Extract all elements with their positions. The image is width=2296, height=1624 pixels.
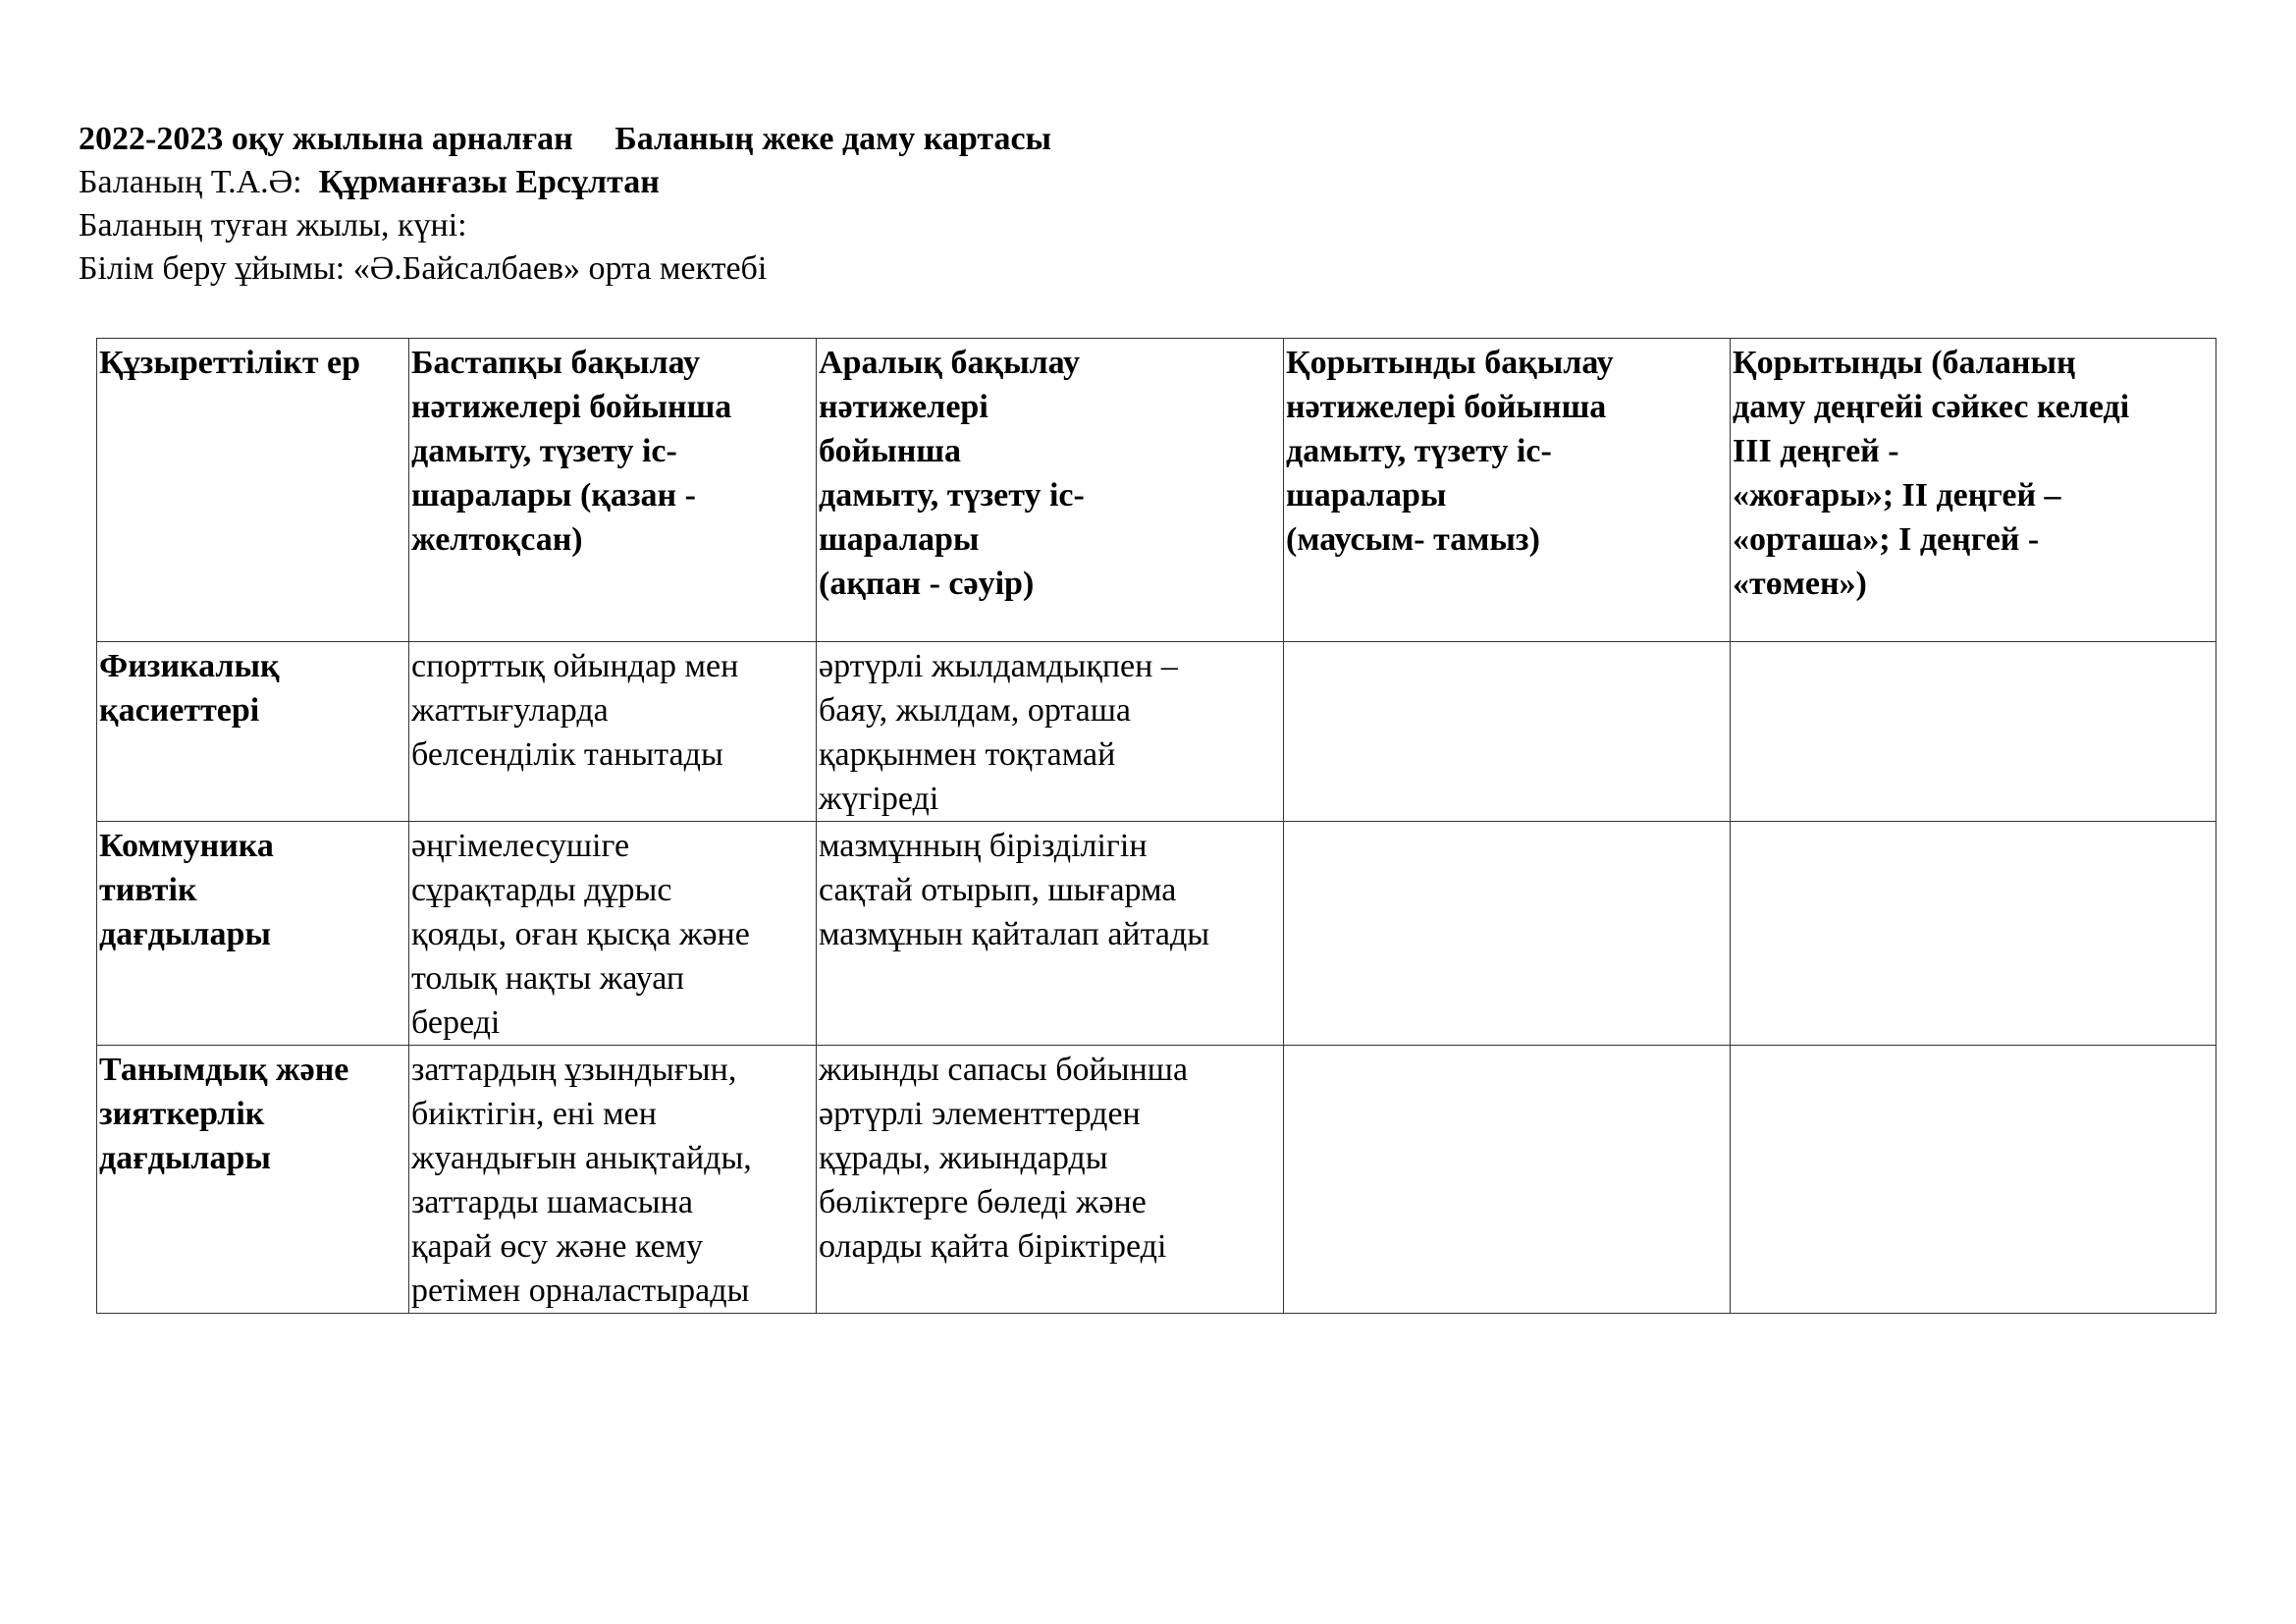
name-line: Баланың Т.А.Ә: Құрманғазы Ерсұлтан [79,161,1051,204]
result-cell [1730,641,2216,822]
result-cell [1730,821,2216,1046]
doc-title: Баланың жеке даму картасы [614,121,1052,157]
column-header: Бастапқы бақылау нәтижелері бойынша дамы… [408,338,817,642]
document-header: 2022-2023 оқу жылына арналған Баланың же… [79,118,1051,291]
year-title: 2022-2023 оқу жылына арналған [79,121,573,157]
column-header: Қорытынды (баланың даму деңгейі сәйкес к… [1730,338,2216,642]
interim-cell: мазмұнның бірізділігін сақтай отырып, шы… [816,821,1284,1046]
title-line: 2022-2023 оқу жылына арналған Баланың же… [79,118,1051,161]
development-table: Құзыреттілікт ер Бастапқы бақылау нәтиже… [96,338,2216,1314]
table-row: Физикалық қасиеттері спорттық ойындар ме… [96,641,2216,822]
table-row: Коммуника тивтік дағдылары әңгімелесушіг… [96,821,2216,1046]
competency-cell: Физикалық қасиеттері [96,641,409,822]
initial-cell: спорттық ойындар мен жаттығуларда белсен… [408,641,817,822]
final-cell [1283,641,1731,822]
competency-cell: Коммуника тивтік дағдылары [96,821,409,1046]
column-header: Құзыреттілікт ер [96,338,409,642]
competency-cell: Танымдық және зияткерлік дағдылары [96,1045,409,1314]
table-row: Танымдық және зияткерлік дағдылары затта… [96,1045,2216,1314]
name-label: Баланың Т.А.Ә: [79,164,302,200]
initial-cell: әңгімелесушіге сұрақтарды дұрыс қояды, о… [408,821,817,1046]
interim-cell: әртүрлі жылдамдықпен – баяу, жылдам, орт… [816,641,1284,822]
org-line: Білім беру ұйымы: «Ә.Байсалбаев» орта ме… [79,250,768,287]
birth-line: Баланың туған жылы, күні: [79,207,467,244]
column-header: Аралық бақылау нәтижелері бойынша дамыту… [816,338,1284,642]
interim-cell: жиынды сапасы бойынша әртүрлі элементтер… [816,1045,1284,1314]
column-header: Қорытынды бақылау нәтижелері бойынша дам… [1283,338,1731,642]
final-cell [1283,821,1731,1046]
initial-cell: заттардың ұзындығын, биіктігін, ені мен … [408,1045,817,1314]
final-cell [1283,1045,1731,1314]
name-value: Құрманғазы Ерсұлтан [318,164,660,200]
table-header-row: Құзыреттілікт ер Бастапқы бақылау нәтиже… [96,338,2216,642]
result-cell [1730,1045,2216,1314]
